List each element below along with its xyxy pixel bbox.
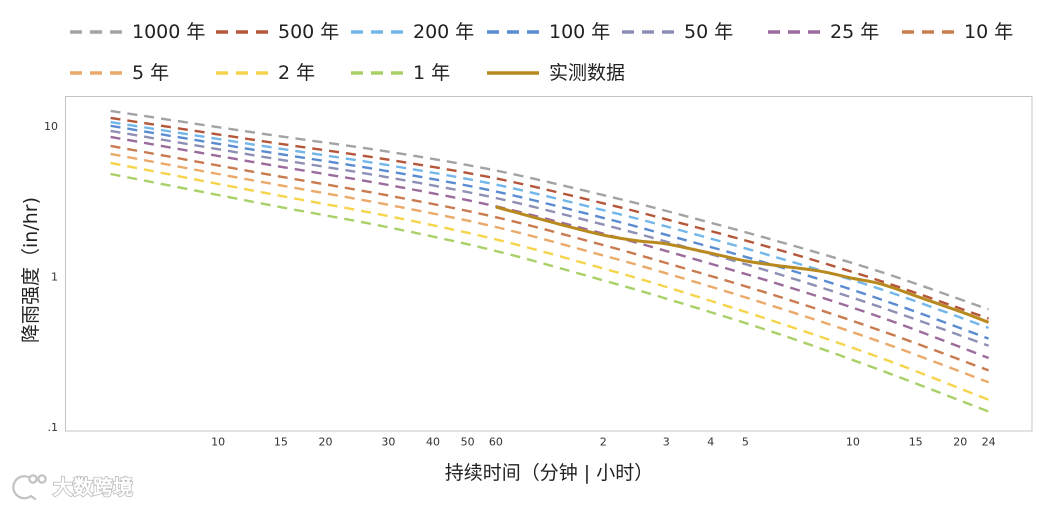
legend-label: 500 年 [278,21,339,43]
x-tick-label: 3 [663,436,670,449]
x-axis-label: 持续时间（分钟 | 小时） [445,462,653,484]
series-line-200-year [110,120,990,330]
series-line-25-year [110,135,990,360]
legend-item-1-year: 1 年 [351,62,450,84]
x-tick-label: 20 [953,436,967,449]
legend-label: 1000 年 [132,21,205,43]
y-tick-label: .1 [48,421,59,434]
watermark: 大数跨境 [12,474,134,501]
legend-item-5-year: 5 年 [70,62,169,84]
x-tick-label: 24 [982,436,996,449]
x-tick-label: 10 [846,436,860,449]
x-tick-label: 20 [319,436,333,449]
legend-label: 10 年 [964,21,1013,43]
legend: 1000 年 500 年 200 年 100 年 50 年 25 年 10 年 5 年 2 年 1… [70,21,1013,84]
series-line-100-year [110,124,990,340]
series-line-500-year [110,116,989,320]
series-line-1000-year [110,109,989,311]
x-axis-ticks: 10 15 20 30 40 50 60 2 3 4 5 10 15 20 24 [211,436,996,449]
legend-label: 1 年 [413,62,450,84]
legend-label: 实测数据 [549,62,625,84]
x-tick-label: 30 [381,436,395,449]
legend-item-100-year: 100 年 [487,21,610,43]
legend-item-10-year: 10 年 [902,21,1013,43]
y-tick-label: 1 [51,271,58,284]
series-line-measured-data [495,205,990,324]
legend-label: 25 年 [830,21,879,43]
y-axis-label: 降雨强度（in/hr) [20,197,42,343]
y-axis-ticks: 101.1 [44,120,58,434]
x-tick-label: 5 [742,436,749,449]
legend-item-25-year: 25 年 [768,21,879,43]
legend-item-500-year: 500 年 [216,21,339,43]
x-tick-label: 40 [426,436,440,449]
legend-item-50-year: 50 年 [622,21,733,43]
x-tick-label: 60 [489,436,503,449]
x-tick-label: 10 [211,436,225,449]
y-tick-label: 10 [44,120,58,133]
legend-item-200-year: 200 年 [351,21,474,43]
legend-label: 2 年 [278,62,315,84]
series-line-5-year [110,152,990,384]
series-line-10-year [110,144,990,372]
x-tick-label: 2 [600,436,607,449]
legend-label: 200 年 [413,21,474,43]
x-tick-label: 15 [274,436,288,449]
legend-label: 50 年 [684,21,733,43]
legend-label: 5 年 [132,62,169,84]
x-tick-label: 4 [707,436,714,449]
x-tick-label: 15 [909,436,923,449]
legend-item-2-year: 2 年 [216,62,315,84]
legend-label: 100 年 [549,21,610,43]
legend-item-measured-data: 实测数据 [487,62,625,84]
legend-item-1000-year: 1000 年 [70,21,205,43]
series-layer [110,109,990,413]
series-line-50-year [110,129,990,347]
x-tick-label: 50 [461,436,475,449]
plot-area [65,96,1033,432]
chat-bubble-logo-icon [12,474,47,501]
watermark-text: 大数跨境 [53,475,133,499]
